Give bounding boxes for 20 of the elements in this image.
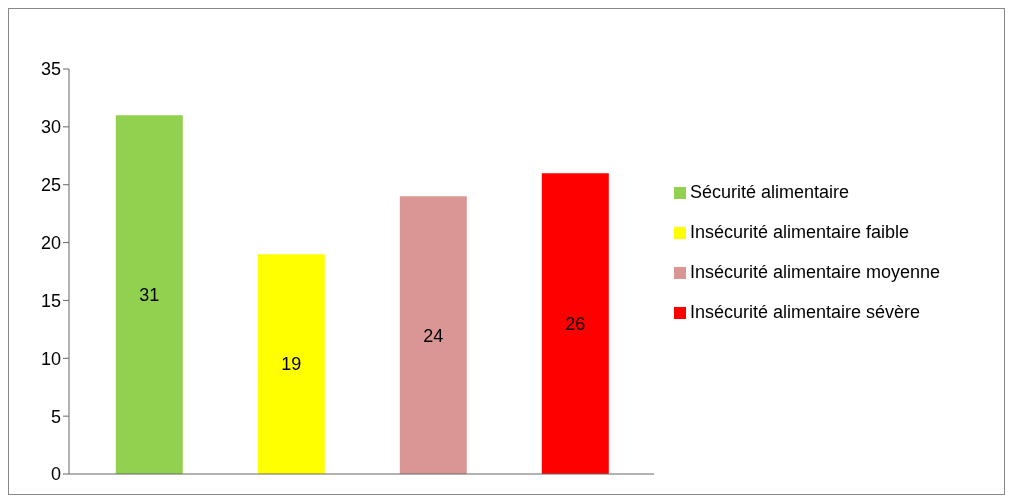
data-label: 26	[565, 313, 586, 334]
data-label: 31	[139, 285, 160, 306]
y-tick-label: 15	[40, 290, 61, 311]
legend-label: Insécurité alimentaire sévère	[690, 301, 921, 322]
y-tick-label: 10	[40, 348, 61, 369]
bar	[257, 254, 325, 474]
y-tick-label: 20	[40, 232, 61, 253]
bar	[399, 196, 467, 474]
y-tick-label: 5	[50, 406, 61, 427]
legend-label: Insécurité alimentaire moyenne	[690, 261, 941, 282]
bar	[541, 173, 609, 474]
y-tick-label: 30	[40, 117, 61, 138]
y-tick-label: 25	[40, 175, 61, 196]
y-tick-label: 35	[40, 59, 61, 80]
legend-label: Sécurité alimentaire	[690, 181, 850, 202]
y-tick-label: 0	[50, 464, 61, 485]
data-label: 24	[423, 325, 444, 346]
data-label: 19	[281, 354, 302, 375]
legend-label: Insécurité alimentaire faible	[690, 221, 910, 242]
bar	[115, 115, 183, 474]
